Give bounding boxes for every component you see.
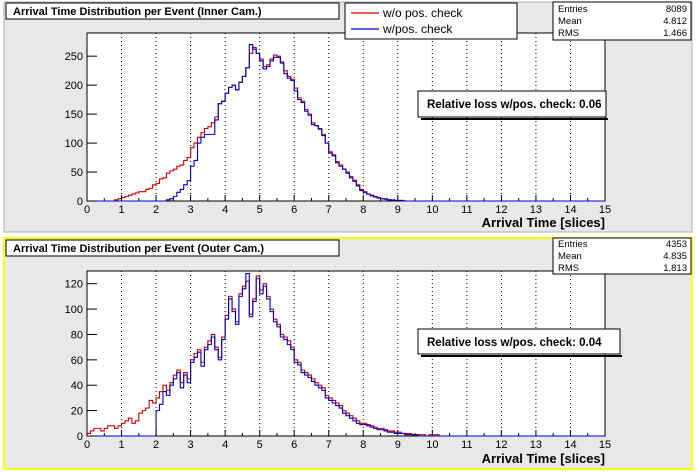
stats-entries-value: 8089	[666, 4, 687, 15]
title-box: Arrival Time Distribution per Event (Out…	[5, 239, 340, 257]
y-tick-label: 40	[71, 380, 83, 392]
y-tick-label: 100	[65, 138, 83, 150]
y-tick-label: 150	[65, 109, 83, 121]
y-tick-label: 100	[65, 304, 83, 316]
x-tick-label: 12	[495, 204, 507, 216]
x-tick-label: 5	[257, 204, 263, 216]
x-tick-label: 6	[291, 204, 297, 216]
x-tick-label: 7	[326, 439, 332, 451]
y-tick-label: 0	[77, 196, 83, 208]
x-axis-label: Arrival Time [slices]	[482, 451, 605, 466]
legend: w/o pos. check w/pos. check	[344, 2, 518, 40]
stats-entries-value: 4353	[666, 239, 687, 250]
series-line-with-check	[87, 272, 605, 437]
x-tick-label: 10	[426, 439, 438, 451]
stats-entries-label: Entries	[558, 4, 588, 15]
stats-entries-label: Entries	[558, 239, 588, 250]
x-tick-label: 2	[153, 204, 159, 216]
stats-frame	[552, 237, 692, 275]
stats-rms-value: 1.466	[663, 28, 687, 39]
x-tick-label: 4	[222, 439, 228, 451]
x-tick-label: 0	[84, 439, 90, 451]
x-tick-label: 0	[84, 204, 90, 216]
y-tick-label: 80	[71, 329, 83, 341]
x-tick-label: 15	[599, 204, 611, 216]
x-tick-label: 12	[495, 439, 507, 451]
x-tick-label: 9	[395, 439, 401, 451]
stats-mean-label: Mean	[558, 251, 582, 262]
stats-mean-value: 4.812	[663, 16, 687, 27]
x-tick-label: 13	[530, 204, 542, 216]
x-tick-label: 1	[118, 439, 124, 451]
stats-rms-value: 1.813	[663, 263, 687, 274]
x-tick-label: 8	[360, 439, 366, 451]
annotation-box: Relative loss w/pos. check: 0.06	[417, 90, 608, 120]
x-tick-label: 14	[564, 439, 576, 451]
x-tick-label: 3	[188, 439, 194, 451]
x-tick-label: 11	[461, 204, 472, 216]
annotation-text: Relative loss w/pos. check: 0.06	[427, 99, 602, 111]
legend-label-with-check: w/pos. check	[382, 22, 453, 36]
x-tick-label: 9	[395, 204, 401, 216]
stats-rms-label: RMS	[558, 28, 579, 39]
stats-frame	[552, 1, 692, 41]
chart-title: Arrival Time Distribution per Event (Inn…	[13, 6, 262, 18]
x-tick-label: 15	[599, 439, 611, 451]
x-tick-label: 4	[222, 204, 228, 216]
x-tick-label: 1	[118, 204, 124, 216]
y-tick-label: 20	[71, 406, 83, 418]
legend-label-without-check: w/o pos. check	[382, 6, 463, 20]
x-tick-label: 8	[360, 204, 366, 216]
annotation-box: Relative loss w/pos. check: 0.04	[417, 328, 622, 357]
x-tick-label: 3	[188, 204, 194, 216]
legend-frame	[344, 2, 518, 40]
stats-box: Entries 4353 Mean 4.835 RMS 1.813	[552, 237, 692, 275]
x-tick-label: 13	[530, 439, 542, 451]
title-box-frame	[5, 239, 340, 257]
x-tick-label: 6	[291, 439, 297, 451]
y-tick-label: 0	[77, 431, 83, 443]
y-tick-label: 120	[65, 279, 83, 291]
x-tick-label: 14	[564, 204, 576, 216]
x-tick-label: 7	[326, 204, 332, 216]
series-line-with-check	[87, 44, 605, 202]
chart-title: Arrival Time Distribution per Event (Out…	[13, 243, 264, 255]
series-lines	[87, 44, 605, 202]
y-tick-label: 250	[65, 51, 83, 63]
x-tick-label: 11	[461, 439, 472, 451]
x-tick-label: 10	[426, 204, 438, 216]
x-axis-label: Arrival Time [slices]	[482, 215, 605, 230]
y-tick-label: 200	[65, 80, 83, 92]
stats-box: Entries 8089 Mean 4.812 RMS 1.466	[552, 1, 692, 41]
stats-mean-label: Mean	[558, 16, 582, 27]
annotation-text: Relative loss w/pos. check: 0.04	[427, 337, 602, 349]
stats-rms-label: RMS	[558, 263, 579, 274]
stats-mean-value: 4.835	[663, 251, 687, 262]
x-tick-label: 5	[257, 439, 263, 451]
title-box-frame	[5, 2, 340, 20]
annotation-frame	[417, 90, 607, 118]
y-tick-label: 60	[71, 355, 83, 367]
y-tick-label: 50	[71, 167, 83, 179]
title-box: Arrival Time Distribution per Event (Inn…	[5, 2, 340, 20]
x-tick-label: 2	[153, 439, 159, 451]
annotation-frame	[417, 328, 621, 355]
